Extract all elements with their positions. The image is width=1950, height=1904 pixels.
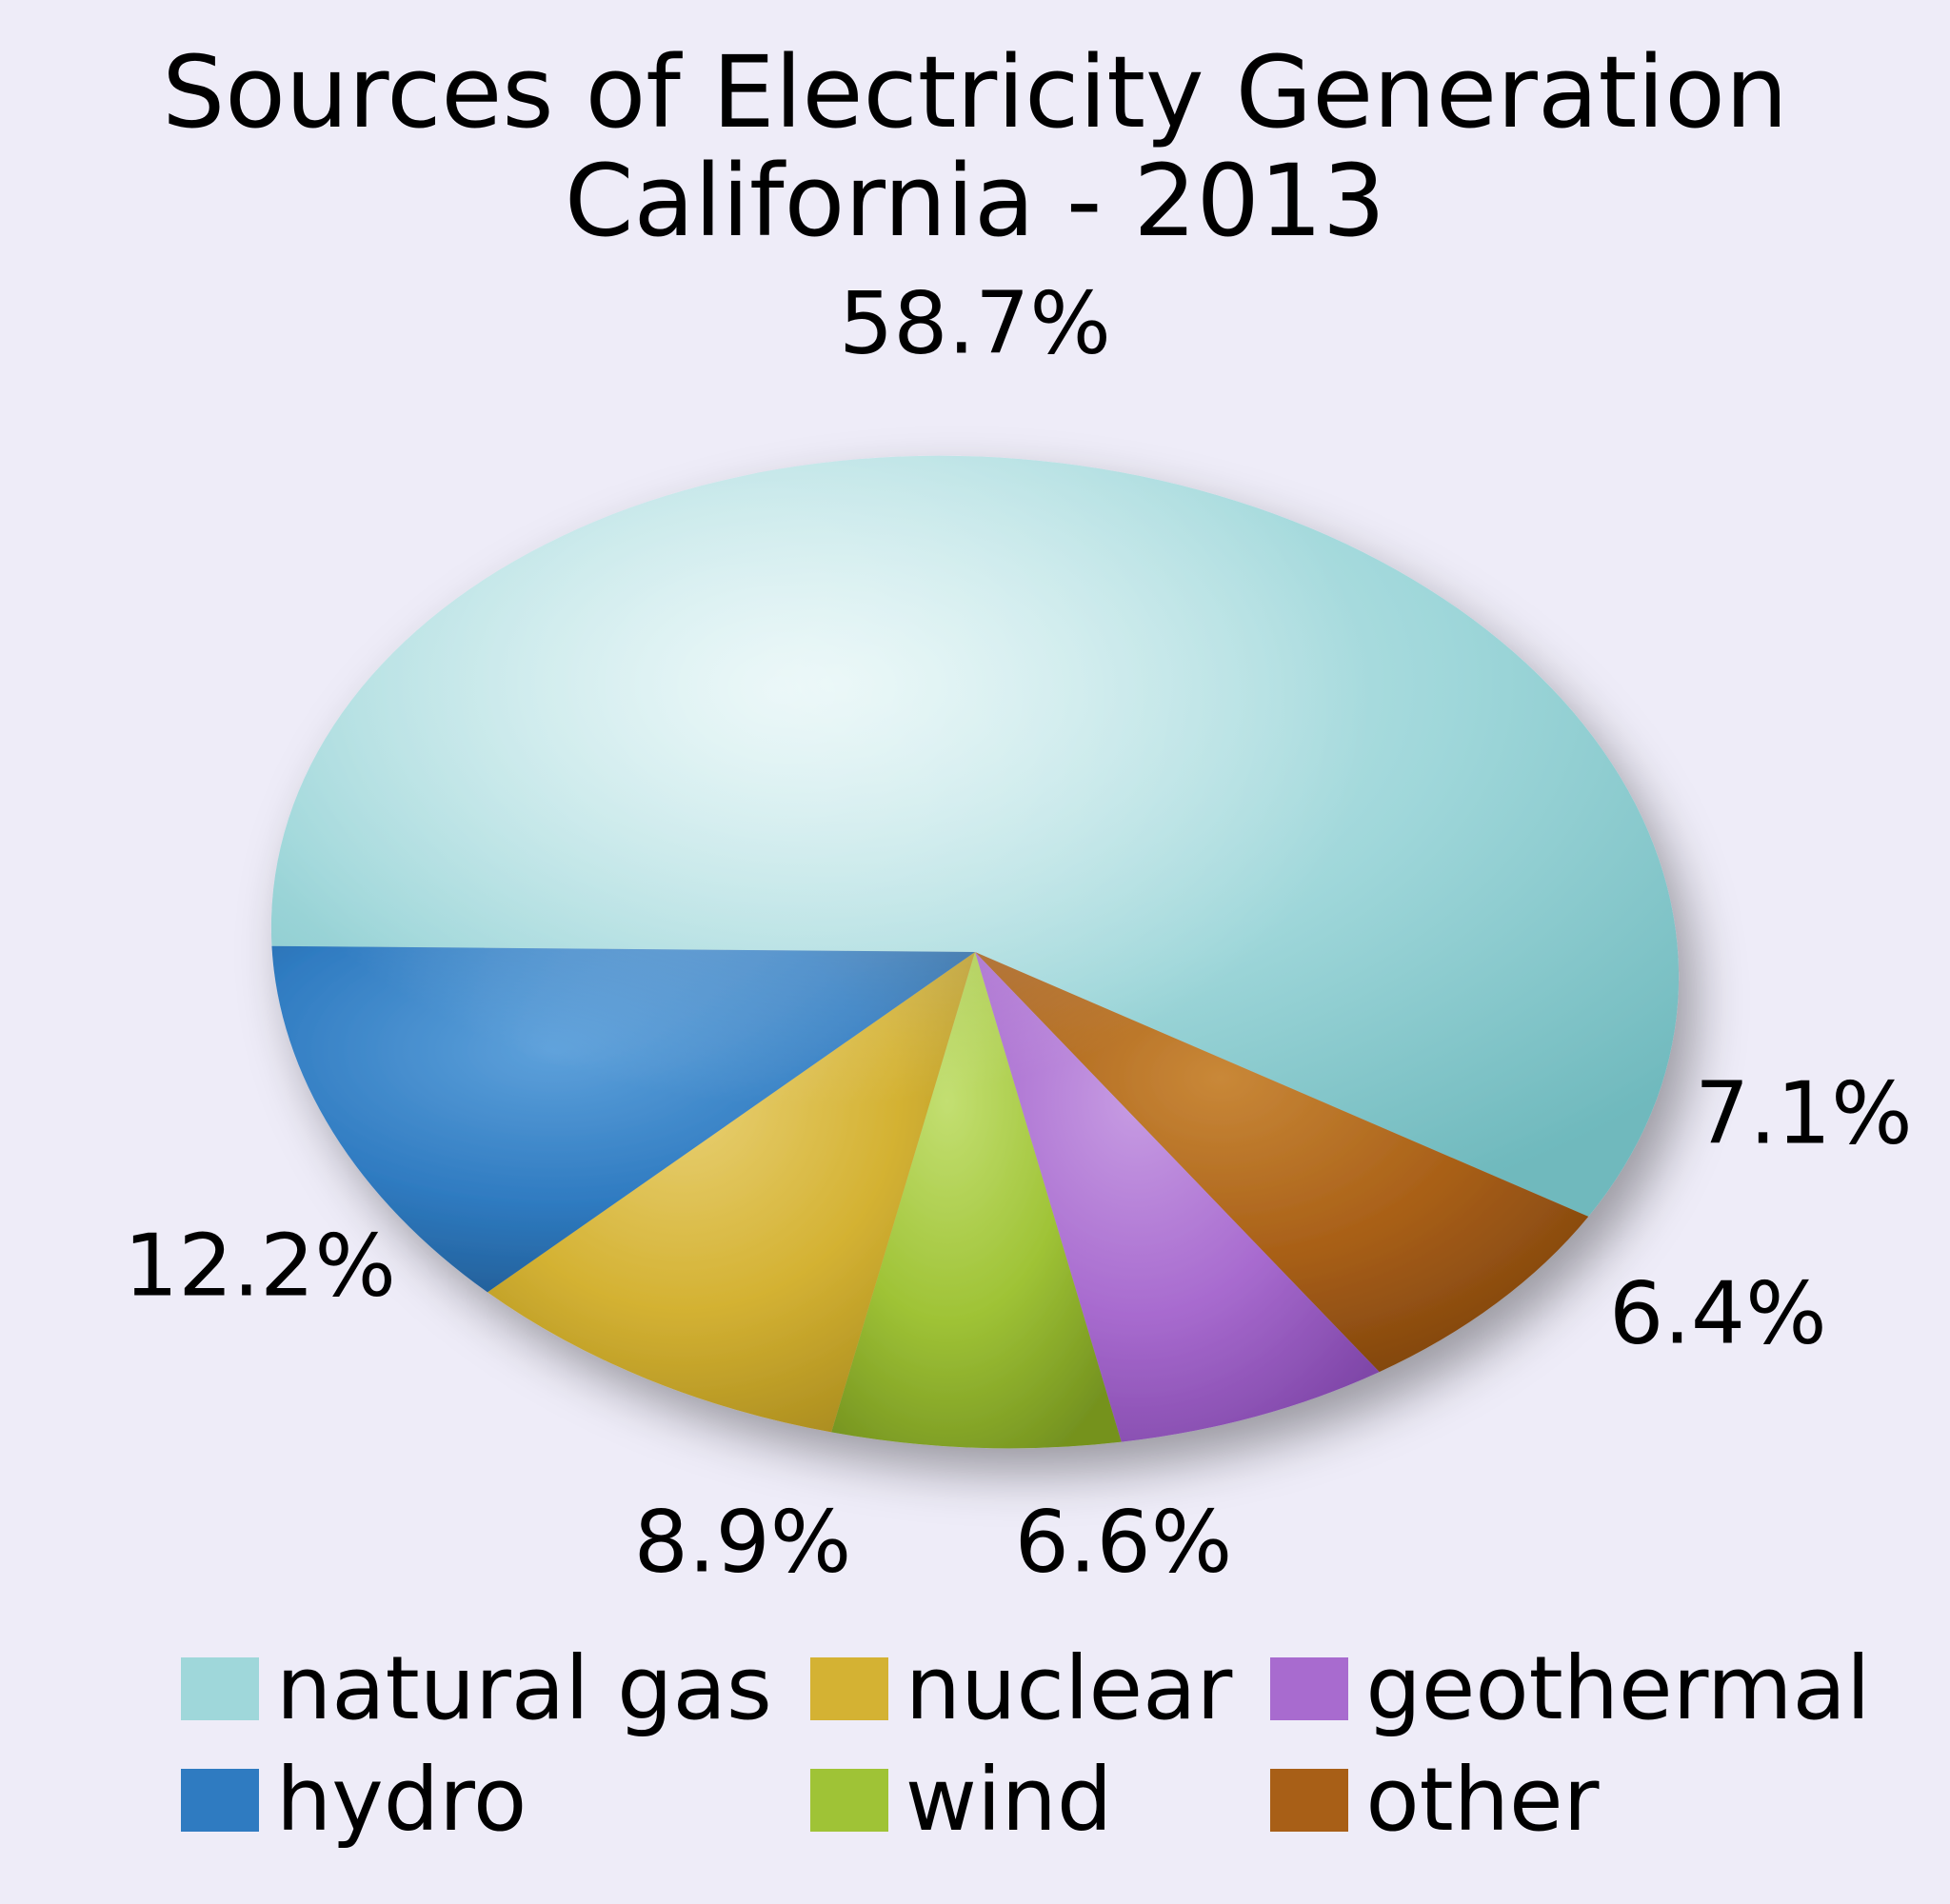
legend-item: hydro (181, 1749, 772, 1851)
legend-label: natural gas (276, 1637, 772, 1739)
legend-label: geothermal (1365, 1637, 1870, 1739)
legend-swatch (1270, 1769, 1348, 1832)
percent-label: 8.9% (634, 1493, 852, 1593)
pie-slice (271, 456, 1679, 1217)
legend-swatch (810, 1769, 888, 1832)
percent-label: 6.4% (1609, 1264, 1827, 1364)
percent-label: 7.1% (1695, 1064, 1913, 1164)
pie-slice (975, 952, 1588, 1372)
legend-swatch (810, 1657, 888, 1720)
pie-slice (488, 952, 975, 1432)
legend-item: geothermal (1270, 1637, 1870, 1739)
legend-swatch (1270, 1657, 1348, 1720)
legend: natural gas nuclear geothermal hydro wind oth… (181, 1637, 1870, 1851)
legend-swatch (181, 1769, 259, 1832)
chart-title: Sources of Electricity Generation Califo… (0, 0, 1950, 256)
percent-label: 58.7% (839, 274, 1111, 374)
legend-item: natural gas (181, 1637, 772, 1739)
legend-label: other (1365, 1749, 1599, 1851)
legend-label: hydro (276, 1749, 527, 1851)
pie-gloss (238, 409, 1713, 1496)
legend-item: wind (810, 1749, 1233, 1851)
pie-slice (975, 952, 1380, 1442)
legend-label: nuclear (905, 1637, 1233, 1739)
pie-slice (831, 952, 1122, 1448)
legend-swatch (181, 1657, 259, 1720)
percent-label: 6.6% (1015, 1493, 1233, 1593)
legend-item: other (1270, 1749, 1870, 1851)
percent-label: 12.2% (124, 1217, 396, 1317)
legend-item: nuclear (810, 1637, 1233, 1739)
legend-label: wind (905, 1749, 1113, 1851)
